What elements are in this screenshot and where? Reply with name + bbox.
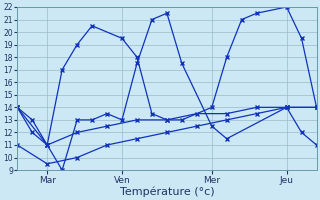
- X-axis label: Température (°c): Température (°c): [120, 186, 214, 197]
